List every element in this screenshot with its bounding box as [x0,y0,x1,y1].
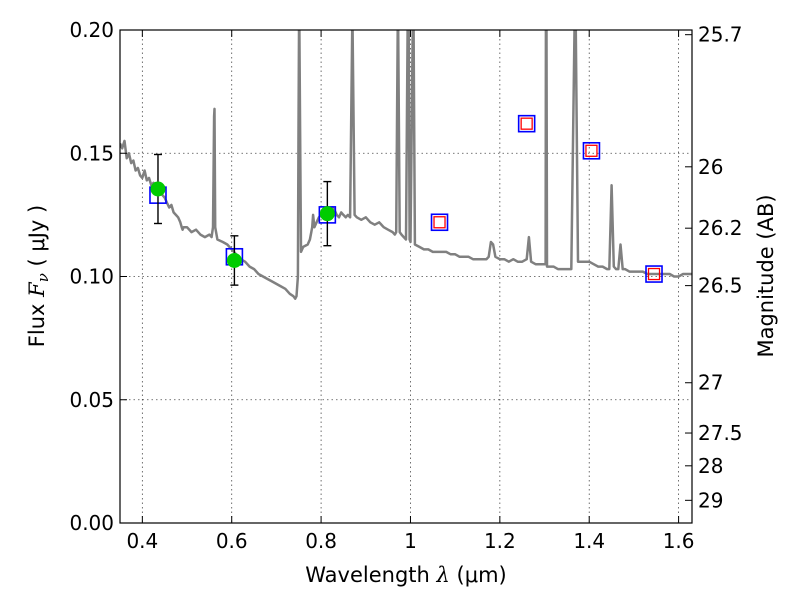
x-axis-label-unit: (μm) [457,563,507,587]
y2-tick-label: 26 [698,155,723,179]
upper-limit-square [520,117,533,130]
y2-axis-label: Magnitude (AB) [754,194,778,357]
spectrum-layer [120,30,692,300]
y-tick-label: 0.10 [69,265,114,289]
y-tick-label: 0.00 [69,511,114,535]
x-tick-label: 1.2 [484,529,516,553]
upper-limit-square [433,216,446,229]
y-axis-label-symbol: F [25,281,49,298]
y2-tick-label: 28 [698,454,723,478]
markers-layer [149,114,663,286]
y-axis-label-prefix: Flux [25,304,49,348]
y2-tick-label: 25.7 [698,23,743,47]
y-axis-label-subscript: ν [34,273,52,282]
x-axis-label-symbol: λ [436,563,450,587]
upper-limit-square [585,144,598,157]
x-tick-label: 0.6 [216,529,248,553]
y-axis-label-unit: ( μJy ) [25,205,49,267]
y-tick-label: 0.05 [69,388,114,412]
x-tick-label: 0.8 [305,529,337,553]
model-magnitude-square [517,114,536,133]
model-magnitude-square [582,141,601,160]
x-tick-label: 1 [404,529,417,553]
observed-point [226,252,242,268]
x-tick-label: 0.4 [126,529,158,553]
ticks-layer [120,29,692,524]
observed-point [319,206,335,222]
x-tick-label: 1.4 [573,529,605,553]
model-magnitude-square [430,213,449,232]
y2-tick-label: 26.2 [698,216,743,240]
observed-point [150,181,166,197]
y2-tick-label: 29 [698,488,723,512]
y-tick-label: 0.20 [69,18,114,42]
model-magnitude-square [645,265,663,283]
upper-limit-square [647,267,661,281]
y-tick-label: 0.15 [69,141,114,165]
y2-tick-label: 27 [698,371,723,395]
y2-tick-label: 27.5 [698,421,743,445]
x-tick-label: 1.6 [663,529,695,553]
y2-tick-label: 26.5 [698,274,743,298]
y-axis-label: Flux Fν ( μJy ) [25,205,52,347]
spectrum-line [120,30,692,300]
tick-labels-layer: 0.4 0.6 0.8 1 1.2 1.4 1.6 0.00 0.05 0.10 0.15 0.20 2… [69,18,742,553]
x-axis-label-prefix: Wavelength [305,563,430,587]
x-axis-label: Wavelength λ (μm) [305,563,506,587]
